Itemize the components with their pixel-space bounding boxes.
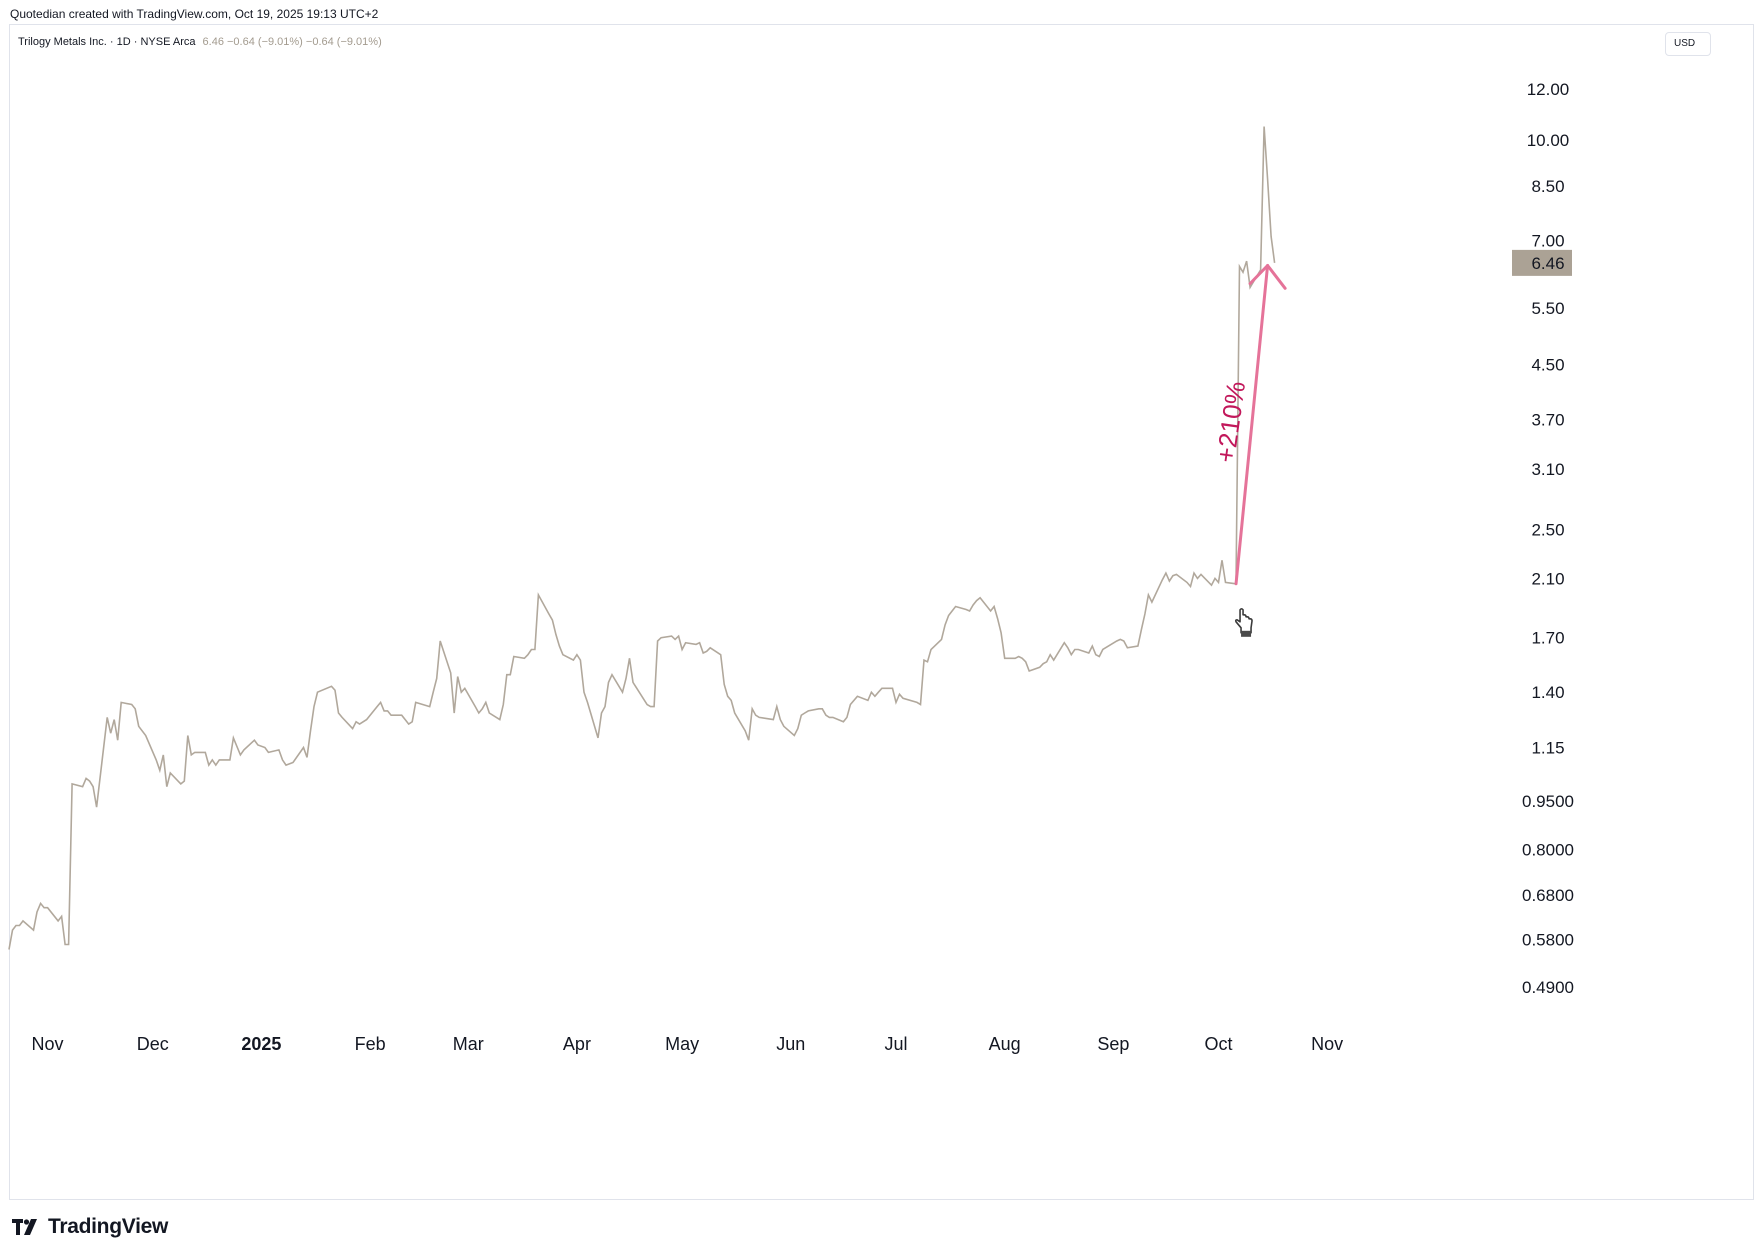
x-axis[interactable]: Nov Dec 2025 Feb Mar Apr May Jun Jul Aug Sep Oct Nov xyxy=(32,1034,1344,1054)
y-tick-label: 1.70 xyxy=(1531,629,1564,648)
currency-button[interactable]: USD xyxy=(1665,32,1711,56)
x-tick-label: Aug xyxy=(989,1034,1021,1054)
x-tick-label: Mar xyxy=(453,1034,484,1054)
y-tick-label: 2.10 xyxy=(1531,569,1564,588)
x-tick-label: Oct xyxy=(1204,1034,1232,1054)
y-tick-label: 2.50 xyxy=(1531,520,1564,539)
x-tick-label: Jul xyxy=(884,1034,907,1054)
x-tick-label: Nov xyxy=(32,1034,64,1054)
x-tick-label: Feb xyxy=(355,1034,386,1054)
x-tick-label: Dec xyxy=(137,1034,169,1054)
y-tick-label: 10.00 xyxy=(1527,131,1570,150)
measure-arrow-shaft[interactable] xyxy=(1234,263,1270,586)
symbol-values: 6.46 −0.64 (−9.01%) −0.64 (−9.01%) xyxy=(202,36,382,48)
y-tick-label: 1.40 xyxy=(1531,683,1564,702)
y-tick-label: 3.70 xyxy=(1531,410,1564,429)
measure-annotation[interactable]: +210% xyxy=(1210,263,1287,586)
last-price-text: 6.46 xyxy=(1531,254,1564,273)
y-axis[interactable]: 12.00 10.00 8.50 7.00 5.50 4.50 3.70 3.10 2.50 2.… xyxy=(1522,80,1574,997)
y-tick-label: 0.8000 xyxy=(1522,840,1574,859)
hand-pointer-icon-shape xyxy=(1234,608,1253,634)
x-tick-label: Apr xyxy=(563,1034,591,1054)
y-tick-label: 7.00 xyxy=(1531,231,1564,250)
y-tick-label: 5.50 xyxy=(1531,299,1564,318)
x-tick-label: Jun xyxy=(776,1034,805,1054)
symbol-name: Trilogy Metals Inc. · 1D · NYSE Arca xyxy=(18,36,196,48)
tradingview-mark-icon xyxy=(12,1217,42,1237)
hand-pointer-icon-cuff xyxy=(1241,630,1252,637)
y-tick-label: 0.9500 xyxy=(1522,792,1574,811)
chart-credit: Quotedian created with TradingView.com, … xyxy=(10,7,379,21)
tradingview-logo[interactable]: TradingView xyxy=(12,1215,168,1239)
y-tick-label: 12.00 xyxy=(1527,80,1570,99)
y-tick-label: 3.10 xyxy=(1531,460,1564,479)
symbol-legend: Trilogy Metals Inc. · 1D · NYSE Arca 6.4… xyxy=(18,36,382,48)
measure-arrow-head[interactable] xyxy=(1248,263,1287,290)
last-price-label: 6.46 xyxy=(1512,249,1572,276)
measure-label: +210% xyxy=(1210,379,1251,464)
chart-frame xyxy=(9,24,1754,1200)
y-tick-label: 0.4900 xyxy=(1522,978,1574,997)
x-tick-label: Sep xyxy=(1097,1034,1129,1054)
y-tick-label: 0.5800 xyxy=(1522,931,1574,950)
tradingview-wordmark: TradingView xyxy=(48,1215,169,1238)
hand-pointer-icon xyxy=(1234,608,1253,637)
y-tick-label: 4.50 xyxy=(1531,355,1564,374)
x-tick-label: 2025 xyxy=(241,1034,281,1054)
y-tick-label: 1.15 xyxy=(1531,738,1564,757)
x-tick-label: May xyxy=(665,1034,699,1054)
price-series-line xyxy=(8,126,1276,950)
y-tick-label: 8.50 xyxy=(1531,177,1564,196)
y-tick-label: 0.6800 xyxy=(1522,886,1574,905)
x-tick-label: Nov xyxy=(1311,1034,1343,1054)
last-price-badge xyxy=(1512,249,1572,276)
